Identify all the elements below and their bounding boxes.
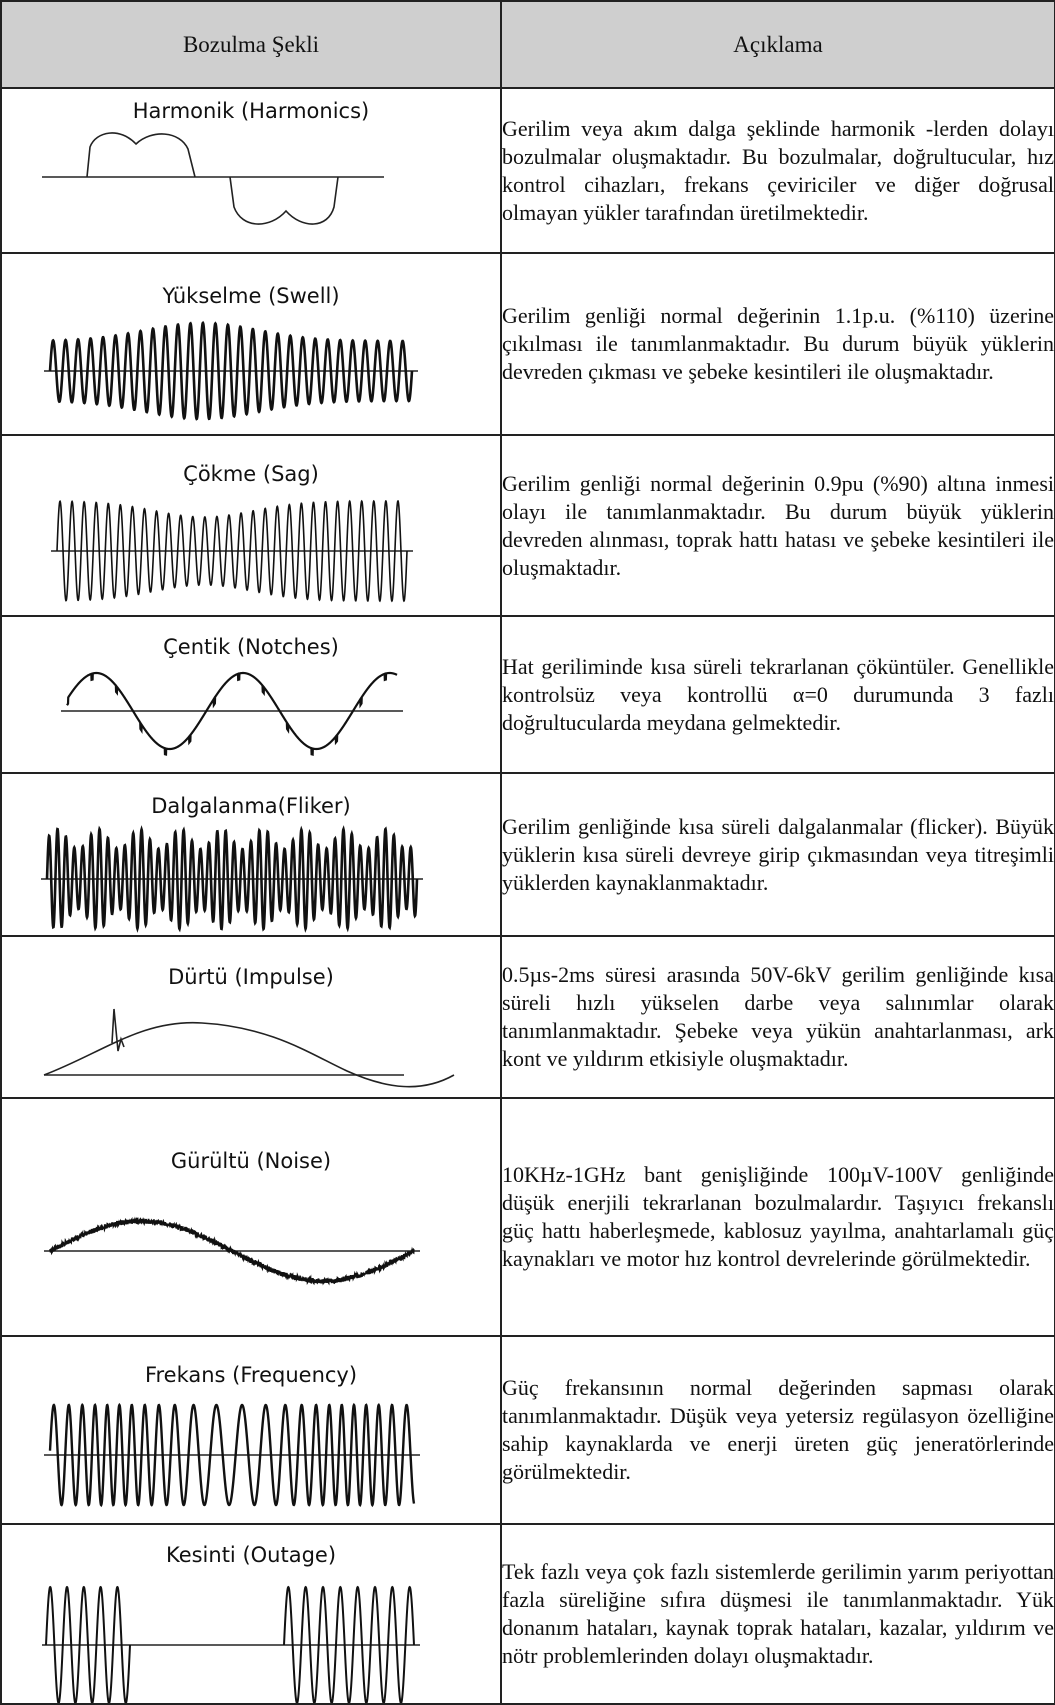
figure-cell: Dürtü (Impulse) xyxy=(1,936,501,1098)
table-row: Kesinti (Outage) Tek fazlı veya çok fazl… xyxy=(1,1524,1055,1704)
description-cell: 0.5µs-2ms süresi arasında 50V-6kV gerili… xyxy=(501,936,1055,1098)
figure-cell: Çökme (Sag) xyxy=(1,435,501,616)
figure-cell: Dalgalanma(Fliker) xyxy=(1,773,501,936)
notches-waveform-icon xyxy=(2,659,502,769)
figure-title: Çökme (Sag) xyxy=(2,462,500,486)
description-cell: 10KHz-1GHz bant genişliğinde 100µV-100V … xyxy=(501,1098,1055,1336)
table-row: Harmonik (Harmonics) Gerilim veya akım d… xyxy=(1,88,1055,253)
figure-cell: Yükselme (Swell) xyxy=(1,253,501,435)
header-description: Açıklama xyxy=(501,1,1055,88)
figure-title: Dalgalanma(Fliker) xyxy=(2,794,500,818)
description-cell: Gerilim genliği normal değerinin 1.1p.u.… xyxy=(501,253,1055,435)
figure-title: Dürtü (Impulse) xyxy=(2,965,500,989)
frequency-waveform-icon xyxy=(2,1395,502,1515)
figure-title: Kesinti (Outage) xyxy=(2,1543,500,1567)
noise-waveform-icon xyxy=(2,1189,502,1319)
figure-cell: Gürültü (Noise) xyxy=(1,1098,501,1336)
sag-waveform-icon xyxy=(2,494,502,606)
table-row: Gürültü (Noise) 10KHz-1GHz bant genişliğ… xyxy=(1,1098,1055,1336)
harmonic-waveform-icon xyxy=(2,89,502,254)
description-cell: Tek fazlı veya çok fazlı sistemlerde ger… xyxy=(501,1524,1055,1704)
impulse-waveform-icon xyxy=(2,997,502,1097)
flicker-waveform-icon xyxy=(2,824,502,934)
figure-cell: Frekans (Frequency) xyxy=(1,1336,501,1524)
figure-cell: Çentik (Notches) xyxy=(1,616,501,773)
table-row: Çökme (Sag) Gerilim genliği normal değer… xyxy=(1,435,1055,616)
swell-waveform-icon xyxy=(2,316,502,426)
figure-cell: Harmonik (Harmonics) xyxy=(1,88,501,253)
figure-title: Gürültü (Noise) xyxy=(2,1149,500,1173)
table-row: Dalgalanma(Fliker) Gerilim genliğinde kı… xyxy=(1,773,1055,936)
outage-waveform-icon xyxy=(2,1569,502,1703)
description-cell: Gerilim genliğinde kısa süreli dalgalanm… xyxy=(501,773,1055,936)
table-row: Çentik (Notches) Hat geriliminde kısa sü… xyxy=(1,616,1055,773)
description-cell: Güç frekansının normal değerinden sapmas… xyxy=(501,1336,1055,1524)
description-cell: Gerilim genliği normal değerinin 0.9pu (… xyxy=(501,435,1055,616)
description-cell: Hat geriliminde kısa süreli tekrarlanan … xyxy=(501,616,1055,773)
description-cell: Gerilim veya akım dalga şeklinde harmoni… xyxy=(501,88,1055,253)
table-row: Frekans (Frequency) Güç frekansının norm… xyxy=(1,1336,1055,1524)
figure-title: Çentik (Notches) xyxy=(2,635,500,659)
figure-title: Frekans (Frequency) xyxy=(2,1363,500,1387)
table-header-row: Bozulma Şekli Açıklama xyxy=(1,1,1055,88)
header-disturbance-shape: Bozulma Şekli xyxy=(1,1,501,88)
table-row: Yükselme (Swell) Gerilim genliği normal … xyxy=(1,253,1055,435)
figure-title: Yükselme (Swell) xyxy=(2,284,500,308)
table-row: Dürtü (Impulse) 0.5µs-2ms süresi arasınd… xyxy=(1,936,1055,1098)
figure-cell: Kesinti (Outage) xyxy=(1,1524,501,1704)
